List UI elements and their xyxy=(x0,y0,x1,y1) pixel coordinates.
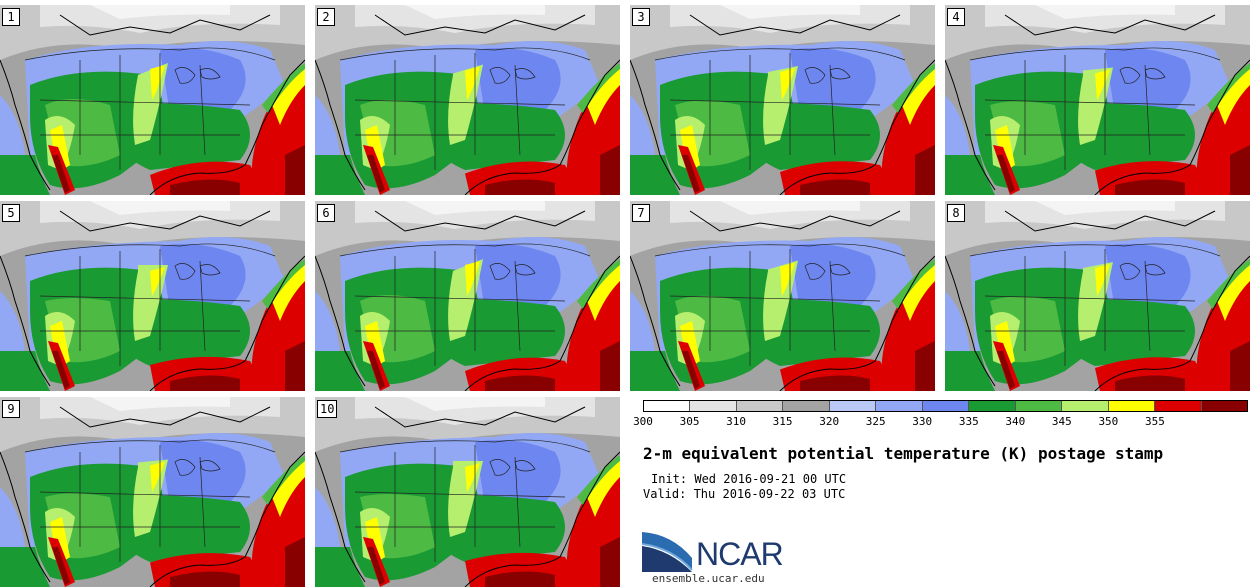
colorbar-tick-label: 335 xyxy=(958,415,979,428)
colorbar-segment xyxy=(1062,401,1109,411)
stamp-panel-9: 9 xyxy=(0,397,305,587)
colorbar-tick-label: 315 xyxy=(772,415,793,428)
chart-title: 2-m equivalent potential temperature (K)… xyxy=(643,444,1164,463)
stamp-panel-10: 10 xyxy=(315,397,620,587)
stamp-panel-6: 6 xyxy=(315,201,620,391)
stamp-panel-1: 1 xyxy=(0,5,305,195)
stamp-panel-2: 2 xyxy=(315,5,620,195)
colorbar-segment xyxy=(690,401,737,411)
stamp-label: 8 xyxy=(947,204,965,222)
stamp-label: 4 xyxy=(947,8,965,26)
ncar-swoosh-icon xyxy=(641,532,693,572)
stamp-panel-4: 4 xyxy=(945,5,1250,195)
colorbar-segment xyxy=(876,401,923,411)
init-time: Init: Wed 2016-09-21 00 UTC xyxy=(651,472,847,486)
colorbar-segment xyxy=(1015,401,1063,411)
colorbar-segment xyxy=(969,401,1016,411)
ncar-logo: NCAR xyxy=(641,530,802,588)
colorbar-segment xyxy=(829,401,877,411)
colorbar-tick-label: 330 xyxy=(912,415,933,428)
colorbar-tick-label: 325 xyxy=(865,415,886,428)
stamp-panel-7: 7 xyxy=(630,201,935,391)
stamp-panel-3: 3 xyxy=(630,5,935,195)
stamp-label: 10 xyxy=(317,400,338,418)
stamp-label: 5 xyxy=(2,204,20,222)
colorbar-tick-label: 310 xyxy=(726,415,746,428)
valid-time: Valid: Thu 2016-09-22 03 UTC xyxy=(643,487,846,501)
stamp-label: 9 xyxy=(2,400,20,418)
colorbar-segment xyxy=(1201,401,1248,411)
colorbar-tick-label: 300 xyxy=(633,415,653,428)
colorbar-tick-label: 320 xyxy=(819,415,840,428)
site-url: ensemble.ucar.edu xyxy=(652,572,765,585)
colorbar-segment xyxy=(922,401,970,411)
colorbar-tick-label: 340 xyxy=(1005,415,1026,428)
colorbar-segment xyxy=(783,401,830,411)
colorbar-segment xyxy=(644,401,691,411)
colorbar-tick-label: 355 xyxy=(1144,415,1165,428)
colorbar xyxy=(643,400,1248,412)
colorbar-segment xyxy=(1108,401,1156,411)
stamp-panel-8: 8 xyxy=(945,201,1250,391)
ncar-logo-text: NCAR xyxy=(696,536,784,572)
colorbar-tick-label: 305 xyxy=(679,415,700,428)
colorbar-tick-label: 345 xyxy=(1051,415,1072,428)
colorbar-segment xyxy=(1155,401,1202,411)
colorbar-legend: 300 305 310 315 320 325 330 335 340 345 350 355 xyxy=(633,400,1248,430)
colorbar-tick-label: 350 xyxy=(1098,415,1119,428)
stamp-label: 3 xyxy=(632,8,650,26)
colorbar-segment xyxy=(736,401,784,411)
stamp-panel-5: 5 xyxy=(0,201,305,391)
stamp-label: 2 xyxy=(317,8,335,26)
stamp-label: 6 xyxy=(317,204,335,222)
stamp-label: 1 xyxy=(2,8,20,26)
stamp-label: 7 xyxy=(632,204,650,222)
